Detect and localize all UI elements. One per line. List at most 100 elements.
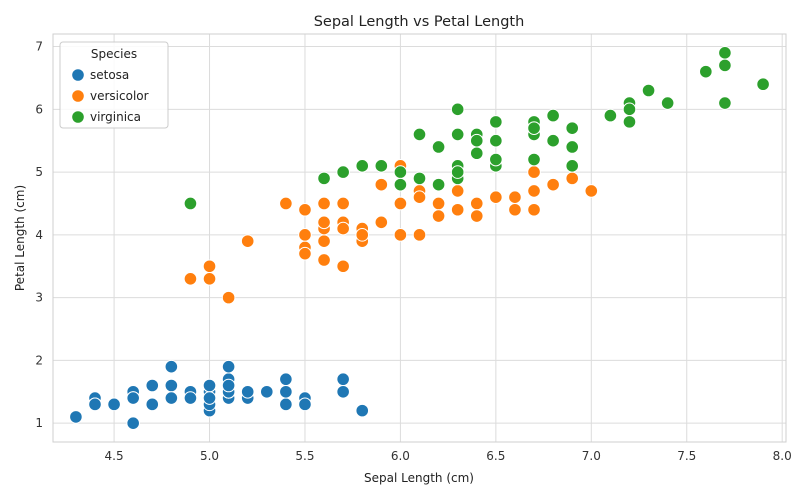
virginica-point	[431, 140, 446, 154]
versicolor-point	[393, 196, 408, 211]
virginica-point	[565, 121, 580, 135]
versicolor-point	[298, 228, 312, 242]
versicolor-point	[336, 259, 350, 274]
y-tick-label: 2	[35, 353, 43, 367]
y-tick-label: 3	[35, 291, 43, 305]
legend-marker-virginica	[71, 110, 85, 124]
virginica-point	[489, 115, 503, 129]
legend-marker-versicolor	[71, 89, 85, 103]
virginica-point	[489, 133, 503, 148]
virginica-point	[565, 159, 580, 173]
series-virginica	[183, 46, 770, 211]
virginica-point	[489, 152, 503, 167]
versicolor-point	[527, 165, 541, 179]
versicolor-point	[317, 253, 331, 267]
setosa-point	[183, 391, 198, 405]
setosa-point	[240, 384, 255, 399]
versicolor-point	[317, 215, 331, 230]
versicolor-point	[508, 190, 522, 204]
versicolor-point	[412, 228, 427, 242]
setosa-point	[164, 359, 179, 374]
y-tick-label: 6	[35, 102, 43, 116]
versicolor-point	[527, 184, 541, 198]
versicolor-point	[450, 202, 465, 217]
setosa-point	[202, 391, 217, 405]
versicolor-point	[565, 171, 580, 186]
x-tick-label: 8.0	[773, 449, 792, 463]
versicolor-point	[355, 228, 370, 242]
versicolor-point	[508, 202, 522, 217]
setosa-point	[164, 391, 179, 405]
setosa-point	[69, 410, 83, 424]
series-versicolor	[183, 159, 599, 305]
virginica-point	[756, 77, 770, 92]
legend-box	[59, 41, 169, 129]
x-tick-label: 5.0	[200, 449, 219, 463]
virginica-point	[431, 177, 446, 192]
setosa-point	[88, 397, 102, 412]
setosa-point	[279, 384, 293, 399]
versicolor-point	[298, 202, 312, 217]
versicolor-point	[374, 215, 389, 230]
virginica-point	[336, 165, 350, 179]
setosa-point	[298, 397, 312, 412]
tick-labels: 4.5 5.0 5.5 6.0 6.5 7.0 7.5 8.0 1 2 3 4 5 6 7	[35, 40, 791, 463]
virginica-point	[317, 171, 331, 186]
virginica-point	[450, 165, 465, 179]
versicolor-point	[450, 184, 465, 198]
virginica-point	[622, 115, 637, 129]
x-axis-label: Sepal Length (cm)	[364, 471, 474, 485]
virginica-point	[718, 58, 732, 73]
plot-frame	[52, 33, 787, 443]
virginica-point	[699, 64, 713, 79]
versicolor-point	[317, 196, 331, 211]
virginica-point	[412, 171, 427, 186]
setosa-point	[279, 372, 293, 387]
setosa-point	[164, 378, 179, 393]
x-tick-label: 5.5	[295, 449, 314, 463]
setosa-point	[145, 397, 160, 412]
virginica-point	[546, 133, 560, 148]
legend-label-virginica: virginica	[90, 110, 141, 124]
versicolor-point	[336, 196, 350, 211]
virginica-point	[565, 140, 580, 154]
virginica-point	[393, 177, 408, 192]
versicolor-point	[469, 209, 484, 223]
legend-marker-setosa	[71, 68, 85, 82]
virginica-point	[546, 108, 560, 123]
versicolor-point	[298, 246, 312, 261]
versicolor-point	[183, 272, 198, 286]
versicolor-point	[317, 234, 331, 248]
virginica-point	[603, 108, 618, 123]
versicolor-point	[240, 234, 255, 248]
x-tick-label: 7.0	[582, 449, 601, 463]
virginica-point	[412, 127, 427, 142]
setosa-point	[126, 416, 140, 430]
virginica-point	[393, 165, 408, 179]
setosa-point	[221, 359, 236, 374]
series-setosa	[69, 359, 370, 430]
virginica-point	[469, 133, 484, 148]
y-axis-label: Petal Length (cm)	[13, 185, 27, 291]
y-tick-label: 5	[35, 165, 43, 179]
versicolor-point	[546, 177, 560, 192]
versicolor-point	[279, 196, 293, 211]
virginica-point	[527, 121, 541, 135]
versicolor-point	[221, 290, 236, 305]
versicolor-point	[584, 184, 599, 198]
setosa-point	[221, 378, 236, 393]
versicolor-point	[374, 177, 389, 192]
virginica-point	[374, 159, 389, 173]
data-points	[69, 46, 770, 430]
x-tick-label: 7.5	[677, 449, 696, 463]
virginica-point	[469, 146, 484, 161]
versicolor-point	[393, 228, 408, 242]
virginica-point	[641, 83, 656, 98]
y-tick-label: 1	[35, 416, 43, 430]
virginica-point	[183, 196, 198, 211]
x-tick-label: 4.5	[105, 449, 124, 463]
virginica-point	[450, 127, 465, 142]
versicolor-point	[527, 202, 541, 217]
setosa-point	[107, 397, 121, 412]
